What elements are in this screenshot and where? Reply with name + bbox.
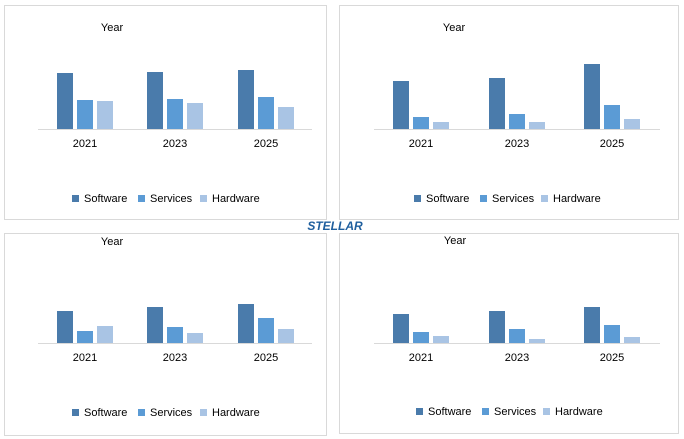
bar [584,307,600,343]
bar [77,331,93,343]
legend-swatch [200,409,207,416]
x-tick-label: 2021 [409,352,433,364]
bar [187,103,203,129]
bar [413,332,429,343]
x-tick-label: 2021 [73,138,97,150]
bar [584,64,600,129]
legend-swatch [543,408,550,415]
legend-label: Services [150,193,193,205]
legend-swatch [138,409,145,416]
x-tick-label: 2025 [600,352,624,364]
bar [278,329,294,343]
legend-label: Services [494,406,537,418]
bar [413,117,429,129]
x-tick-label: 2023 [163,352,187,364]
x-tick-label: 2021 [409,138,433,150]
bar [97,326,113,343]
bar [238,304,254,343]
bar [147,307,163,343]
panel [339,5,679,220]
legend-label: Hardware [212,193,260,205]
x-tick-label: 2023 [505,352,529,364]
bar [77,100,93,129]
legend-label: Hardware [555,406,603,418]
bar [97,101,113,129]
bar [258,97,274,129]
legend-label: Software [426,193,469,205]
bar [529,122,545,129]
legend-label: Software [84,193,127,205]
bar [57,311,73,343]
logo: STELLAR [307,219,363,233]
legend-label: Software [428,406,471,418]
legend-swatch [416,408,423,415]
legend-label: Services [492,193,535,205]
bar [57,73,73,129]
x-tick-label: 2025 [254,138,278,150]
legend-swatch [72,409,79,416]
bar [187,333,203,343]
x-tick-label: 2025 [254,352,278,364]
legend-swatch [72,195,79,202]
bar [147,72,163,129]
x-tick-label: 2023 [163,138,187,150]
bar [489,78,505,129]
legend-label: Software [84,407,127,419]
legend-swatch [482,408,489,415]
bar [393,314,409,343]
bar [278,107,294,129]
bar [258,318,274,343]
legend-label: Hardware [553,193,601,205]
bar [604,105,620,129]
x-tick-label: 2025 [600,138,624,150]
legend-swatch [541,195,548,202]
legend-swatch [138,195,145,202]
bar [433,122,449,129]
bar [529,339,545,343]
legend-swatch [200,195,207,202]
legend-swatch [480,195,487,202]
bar [238,70,254,129]
bar [624,119,640,129]
legend-swatch [414,195,421,202]
x-tick-label: 2021 [73,352,97,364]
bar [624,337,640,343]
bar [433,336,449,343]
bar [167,327,183,343]
bar [167,99,183,129]
chart-title: Year [444,235,467,247]
bar [509,114,525,129]
bar [604,325,620,343]
x-tick-label: 2023 [505,138,529,150]
bar [393,81,409,129]
chart-title: Year [101,236,124,248]
bar [489,311,505,343]
bar [509,329,525,343]
chart-title: Year [101,22,124,34]
legend-label: Services [150,407,193,419]
chart-title: Year [443,22,466,34]
legend-label: Hardware [212,407,260,419]
